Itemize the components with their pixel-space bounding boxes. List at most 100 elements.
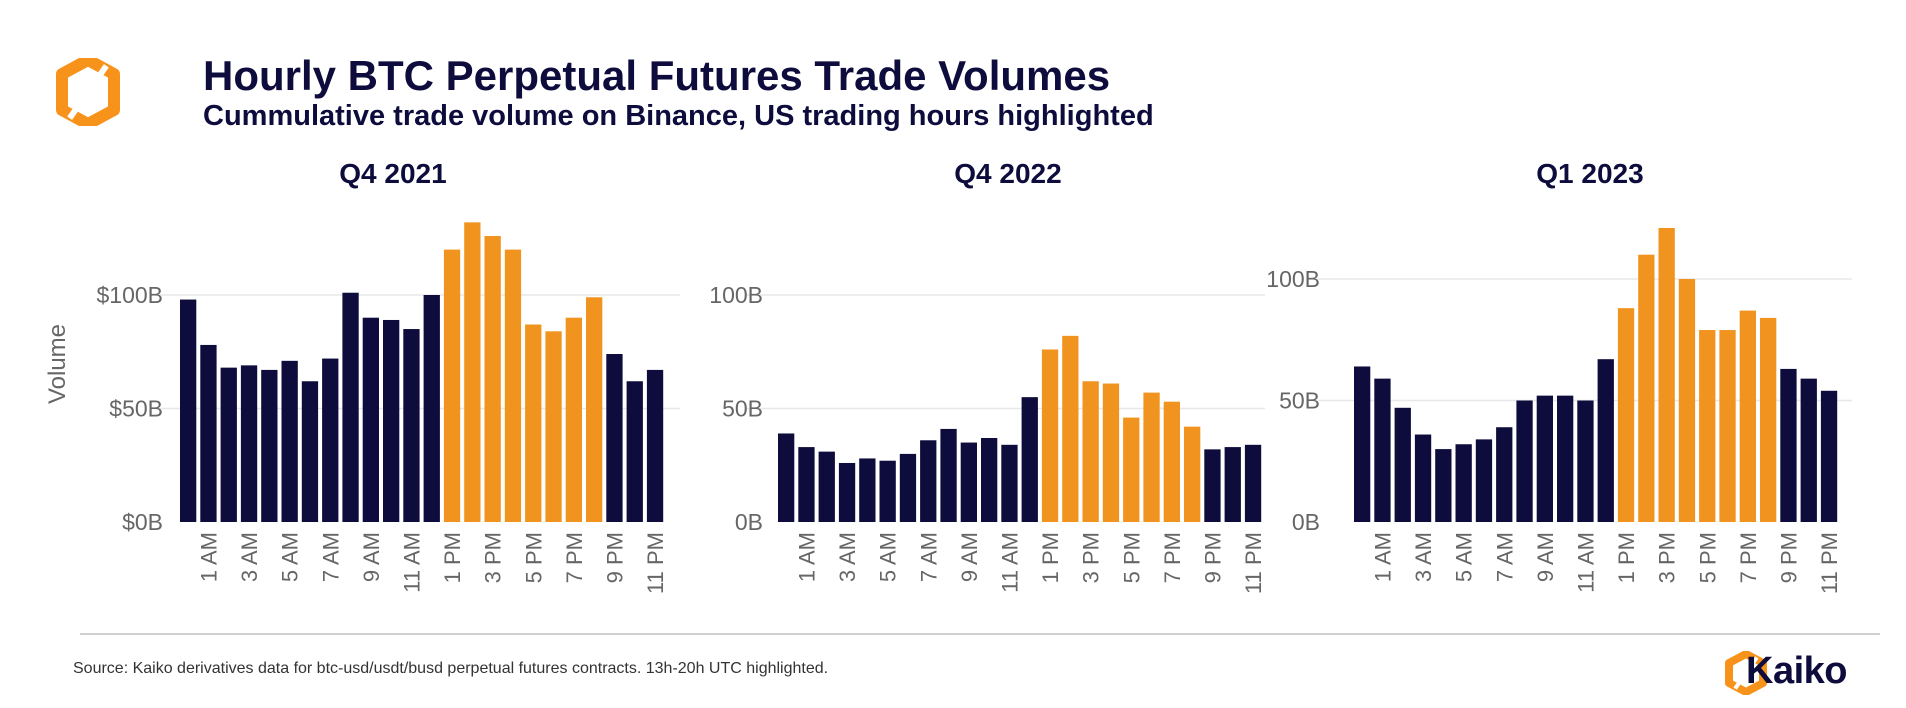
bar-7-am: [322, 358, 339, 522]
bar-3-pm: [484, 235, 501, 523]
bar-8-am: [940, 428, 957, 522]
bar-11-am: [1577, 400, 1594, 522]
x-tick-label: 5 AM: [278, 532, 303, 582]
bar-2-am: [220, 367, 237, 522]
y-tick-label: 0B: [735, 509, 763, 535]
x-tick-label: 3 PM: [1655, 532, 1680, 583]
bar-10-am: [981, 438, 998, 522]
x-tick-label: 5 PM: [1119, 532, 1144, 583]
x-tick-label: 11 AM: [1573, 532, 1598, 593]
bar-11-pm: [646, 369, 664, 522]
bar-4-am: [261, 369, 278, 522]
bar-12-pm: [1597, 359, 1614, 522]
x-tick-label: 3 PM: [1079, 532, 1104, 583]
x-tick-label: 1 AM: [794, 532, 819, 582]
y-tick-label: 0B: [1292, 509, 1320, 535]
bar-12-am: [778, 433, 795, 522]
source-note: Source: Kaiko derivatives data for btc-u…: [73, 660, 829, 677]
bar-9-am: [960, 442, 977, 522]
x-tick-label: 1 PM: [1038, 532, 1063, 583]
bar-12-pm: [423, 295, 440, 522]
x-tick-label: 1 PM: [1614, 532, 1639, 583]
bar-3-am: [240, 365, 258, 522]
bar-11-pm: [1244, 444, 1262, 522]
bar-2-pm: [1638, 254, 1655, 522]
x-tick-label: 3 AM: [835, 532, 860, 582]
bar-4-pm: [1102, 383, 1120, 522]
bar-6-pm: [1719, 330, 1736, 522]
bar-9-pm: [1204, 449, 1221, 522]
x-tick-label: 9 PM: [1200, 532, 1225, 583]
bar-5-am: [281, 360, 298, 522]
x-tick-label: 7 AM: [916, 532, 941, 582]
x-tick-label: 9 AM: [957, 532, 982, 582]
bar-5-pm: [1699, 330, 1716, 522]
bar-6-am: [1475, 439, 1493, 522]
bar-7-am: [1496, 427, 1513, 522]
x-tick-label: 9 AM: [1533, 532, 1558, 582]
x-tick-label: 9 AM: [359, 532, 384, 582]
y-tick-label: 50B: [722, 396, 763, 422]
x-tick-label: 9 PM: [1776, 532, 1801, 583]
bar-8-pm: [1760, 317, 1777, 522]
bar-2-pm: [464, 222, 481, 523]
bar-8-am: [1516, 400, 1533, 522]
bar-9-am: [362, 317, 379, 522]
x-tick-label: 3 PM: [481, 532, 506, 583]
bar-1-pm: [443, 249, 461, 522]
chart-title: Q4 2022: [954, 158, 1061, 189]
bar-9-am: [1536, 395, 1553, 522]
bar-12-pm: [1021, 397, 1038, 522]
x-tick-label: 1 PM: [440, 532, 465, 583]
bar-7-pm: [565, 317, 582, 522]
x-tick-label: 11 PM: [643, 532, 668, 594]
x-tick-label: 3 AM: [237, 532, 262, 582]
y-tick-label: $50B: [109, 396, 163, 422]
chart-title: Q1 2023: [1536, 158, 1643, 189]
x-tick-label: 7 AM: [318, 532, 343, 582]
x-tick-label: 7 PM: [1736, 532, 1761, 583]
bar-1-am: [200, 344, 217, 522]
x-tick-label: 5 AM: [1452, 532, 1477, 582]
kaiko-logo-icon: [56, 58, 120, 126]
bar-8-am: [342, 292, 359, 522]
x-tick-label: 7 PM: [562, 532, 587, 583]
bar-6-am: [899, 453, 917, 522]
bar-7-pm: [1739, 310, 1756, 522]
bar-5-am: [879, 460, 896, 522]
bar-10-am: [1557, 395, 1574, 522]
footer-divider: [80, 633, 1880, 635]
bar-1-am: [1374, 378, 1391, 522]
y-tick-label: 50B: [1279, 388, 1320, 414]
y-tick-label: 100B: [709, 282, 763, 308]
bar-3-pm: [1082, 381, 1099, 522]
bar-2-pm: [1062, 335, 1079, 522]
bar-8-pm: [1184, 426, 1201, 522]
bar-4-am: [859, 458, 876, 522]
bar-11-pm: [1820, 390, 1838, 522]
bar-10-pm: [1800, 378, 1817, 522]
x-tick-label: 7 AM: [1492, 532, 1517, 582]
bar-4-am: [1435, 449, 1452, 522]
bar-3-am: [1414, 434, 1432, 522]
bar-11-am: [1001, 444, 1018, 522]
charts-container: Q4 2021 $0B $50B $100B Volume 1 AM 3 AM 5 AM 7 A…: [44, 158, 1852, 594]
page-title: Hourly BTC Perpetual Futures Trade Volum…: [203, 52, 1111, 99]
kaiko-brand-logo-icon: [1725, 651, 1767, 695]
bar-10-am: [383, 319, 400, 522]
bar-4-pm: [1678, 279, 1696, 522]
bar-12-am: [1354, 366, 1371, 522]
x-tick-label: 5 AM: [876, 532, 901, 582]
x-tick-label: 3 AM: [1411, 532, 1436, 582]
bar-5-am: [1455, 444, 1472, 522]
x-tick-label: 1 AM: [196, 532, 221, 582]
bar-1-pm: [1041, 349, 1059, 522]
chart-title: Q4 2021: [339, 158, 446, 189]
bar-12-am: [180, 299, 197, 522]
bar-11-am: [403, 329, 420, 522]
brand-name: Kaiko: [1746, 650, 1847, 692]
x-tick-label: 11 PM: [1241, 532, 1266, 594]
bar-8-pm: [586, 297, 603, 522]
bar-7-pm: [1163, 401, 1180, 522]
bar-1-pm: [1617, 308, 1635, 522]
